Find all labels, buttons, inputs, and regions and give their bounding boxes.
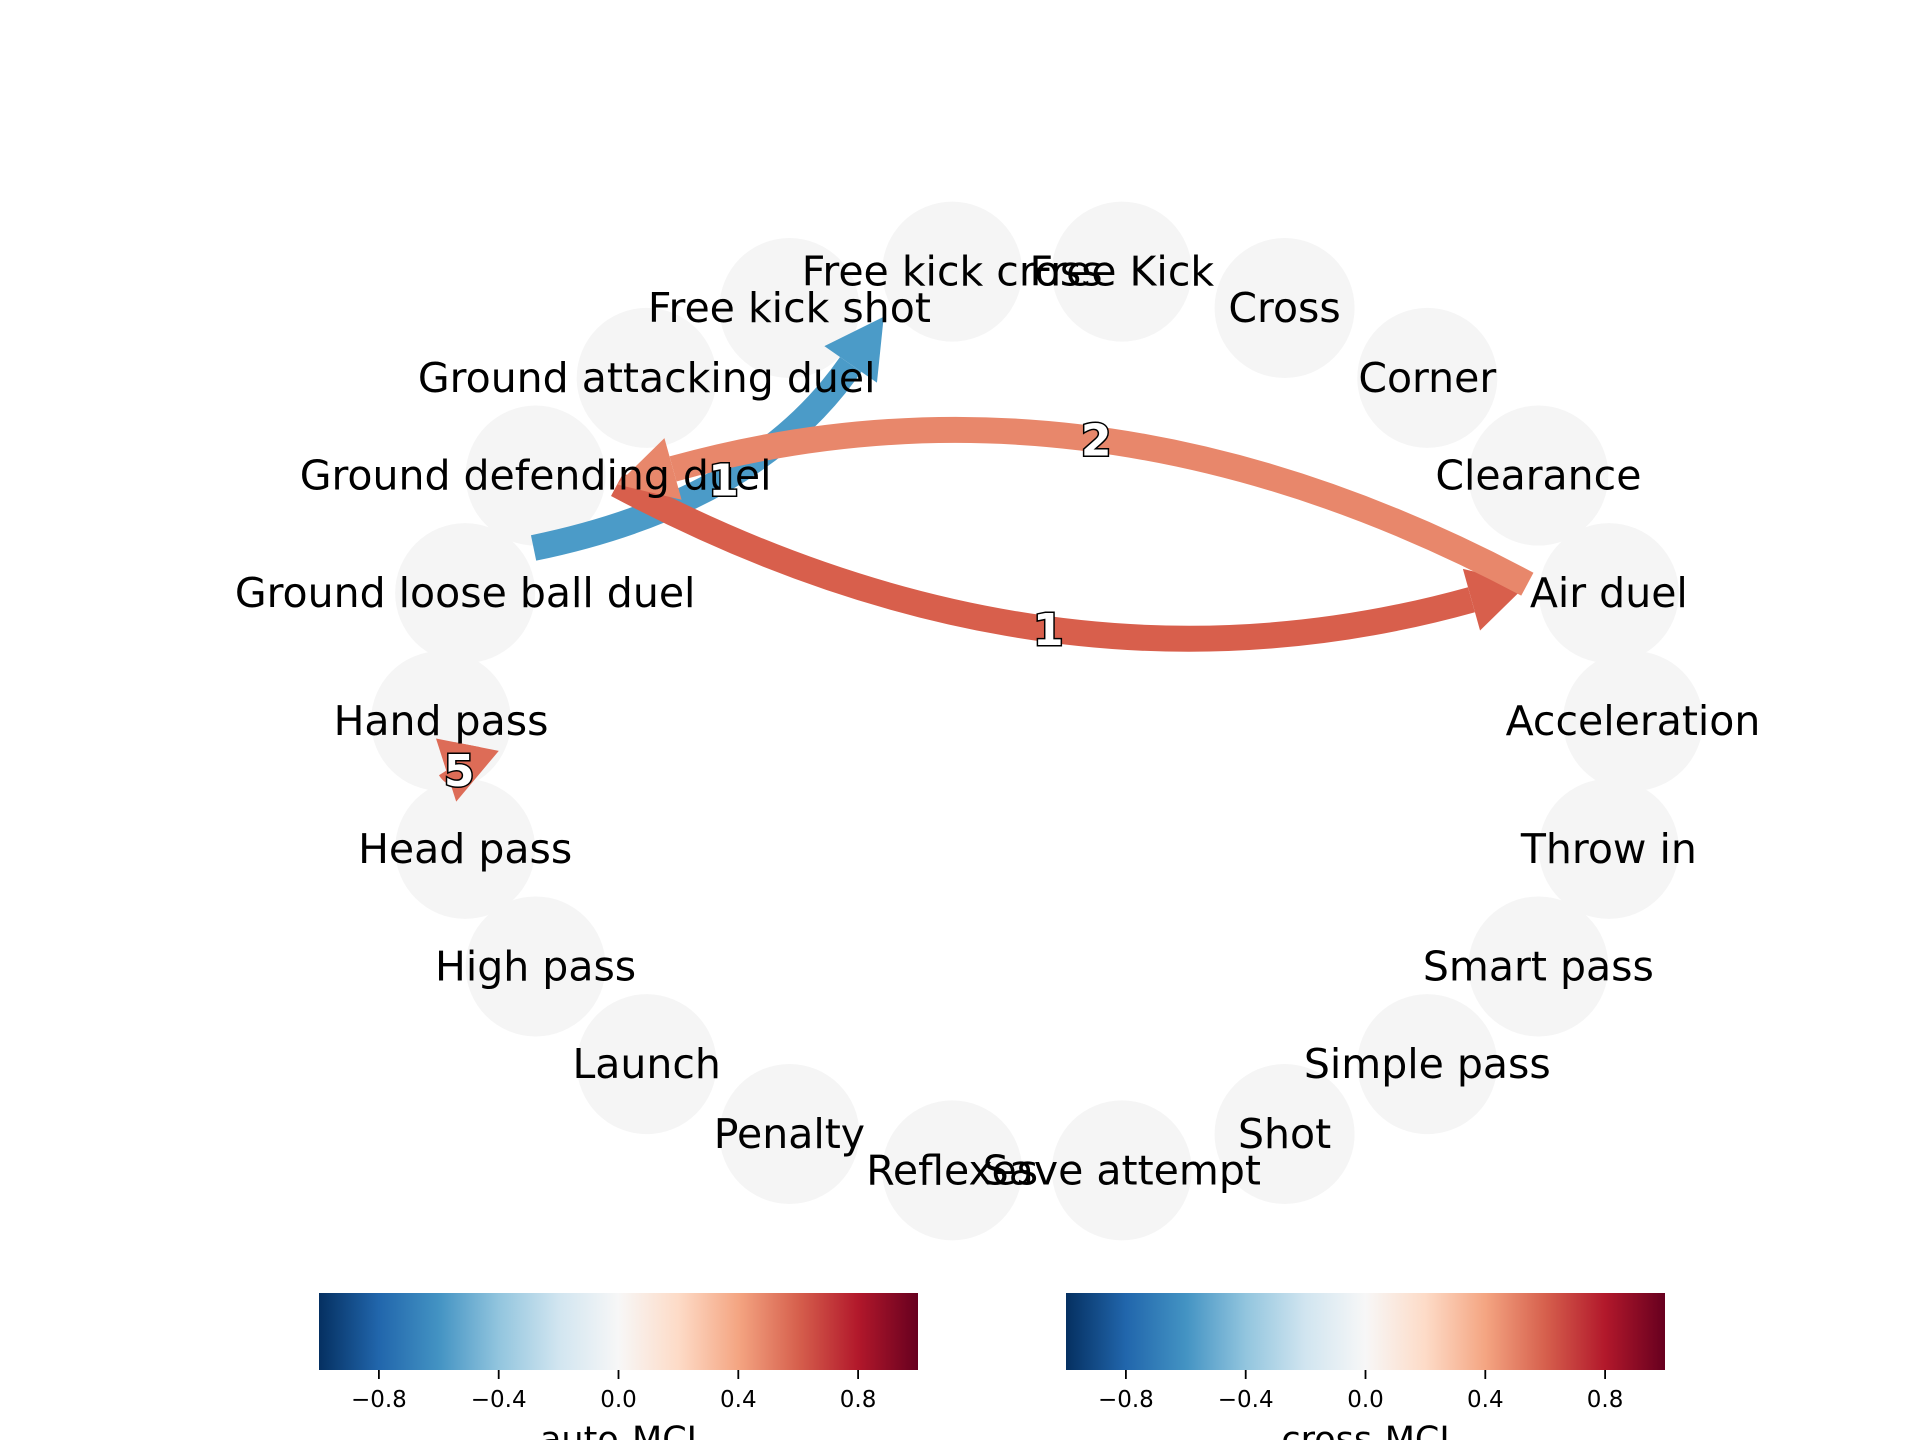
- edge-ground-loose-ball-duel-to-free-kick-cross: [530, 357, 862, 561]
- colorbar-auto-mci-title: auto-MCI: [540, 1420, 697, 1440]
- node-label-hand-pass: Hand pass: [334, 697, 549, 745]
- node-throw-in: [1538, 778, 1679, 919]
- node-reflexes: [882, 1100, 1023, 1241]
- edge-air-duel-to-ground-defending-duel: [669, 416, 1534, 596]
- node-label-free-kick-cross: Free kick cross: [802, 248, 1103, 296]
- node-smart-pass: [1468, 896, 1609, 1037]
- colorbar-auto-mci-tick-label: 0.8: [840, 1387, 877, 1413]
- edge-head-pass-to-hand-pass-arrowhead: [435, 738, 499, 802]
- colorbar-cross-mci: [1066, 1293, 1665, 1370]
- node-label-launch: Launch: [572, 1040, 720, 1088]
- node-label-ground-attacking-duel: Ground attacking duel: [418, 354, 876, 402]
- colorbar-cross-mci-tick-label: 0.0: [1347, 1387, 1384, 1413]
- node-free-kick-shot: [719, 238, 860, 379]
- colorbar-cross-mci-tick-label: 0.8: [1587, 1387, 1624, 1413]
- node-free-kick-cross: [882, 201, 1023, 342]
- node-label-free-kick: Free Kick: [1030, 248, 1215, 296]
- node-cross: [1214, 238, 1355, 379]
- colorbar-auto-mci-tick-label: 0.0: [600, 1387, 637, 1413]
- node-label-smart-pass: Smart pass: [1423, 942, 1654, 990]
- edge-air-duel-to-ground-defending-duel-arrowhead: [617, 438, 682, 500]
- node-head-pass: [395, 778, 536, 919]
- node-label-throw-in: Throw in: [1520, 825, 1697, 873]
- node-label-simple-pass: Simple pass: [1304, 1040, 1551, 1088]
- edge-air-duel-to-ground-defending-duel-label: 2: [1081, 415, 1112, 466]
- node-circles: [371, 201, 1703, 1241]
- colorbar-cross-mci-title: cross-MCI: [1281, 1420, 1449, 1440]
- edge-ground-loose-ball-duel-to-free-kick-cross-arrowhead: [824, 316, 884, 383]
- node-launch: [576, 994, 717, 1135]
- node-label-corner: Corner: [1358, 354, 1496, 402]
- node-label-acceleration: Acceleration: [1506, 697, 1761, 745]
- node-label-cross: Cross: [1228, 284, 1340, 332]
- node-label-reflexes: Reflexes: [866, 1146, 1038, 1194]
- node-label-save-attempt: Save attempt: [983, 1146, 1261, 1194]
- node-clearance: [1468, 405, 1609, 546]
- node-label-head-pass: Head pass: [358, 825, 572, 873]
- node-label-shot: Shot: [1238, 1110, 1331, 1158]
- node-label-clearance: Clearance: [1435, 452, 1641, 500]
- node-acceleration: [1563, 651, 1703, 791]
- edge-ground-defending-duel-to-air-duel-label: 1: [1033, 605, 1064, 656]
- colorbars: −0.8 −0.4 0.0 0.4 0.8 auto-MCI −0.8 −0.4 0.0 0.4 0…: [319, 1293, 1665, 1440]
- node-air-duel: [1538, 523, 1679, 664]
- node-ground-attacking-duel: [576, 307, 717, 448]
- node-corner: [1357, 307, 1498, 448]
- node-ground-defending-duel: [465, 405, 606, 546]
- node-shot: [1214, 1063, 1355, 1204]
- colorbar-auto-mci-tick-label: −0.8: [351, 1387, 407, 1413]
- node-label-air-duel: Air duel: [1530, 569, 1688, 617]
- edges: [435, 316, 1534, 802]
- node-label-ground-loose-ball-duel: Ground loose ball duel: [235, 569, 696, 617]
- edge-head-pass-to-hand-pass-label: 5: [444, 746, 475, 797]
- edge-ground-defending-duel-to-air-duel: [611, 473, 1475, 652]
- colorbar-cross-mci-tick-label: −0.4: [1218, 1387, 1274, 1413]
- node-save-attempt: [1051, 1100, 1192, 1241]
- node-penalty: [719, 1063, 860, 1204]
- colorbar-cross-mci-tick-label: −0.8: [1098, 1387, 1154, 1413]
- node-label-penalty: Penalty: [714, 1110, 865, 1158]
- node-ground-loose-ball-duel: [395, 523, 536, 664]
- node-free-kick: [1051, 201, 1192, 342]
- node-high-pass: [465, 896, 606, 1037]
- colorbar-cross-mci-tick-label: 0.4: [1467, 1387, 1504, 1413]
- colorbar-auto-mci-tick-label: −0.4: [471, 1387, 527, 1413]
- edge-ground-loose-ball-duel-to-free-kick-cross-label: 1: [708, 455, 739, 506]
- colorbar-auto-mci: [319, 1293, 918, 1370]
- node-label-ground-defending-duel: Ground defending duel: [300, 452, 772, 500]
- edge-labels: 1 1 2 5: [442, 414, 1113, 799]
- node-label-free-kick-shot: Free kick shot: [648, 284, 931, 332]
- node-simple-pass: [1357, 994, 1498, 1135]
- colorbar-auto-mci-tick-label: 0.4: [720, 1387, 757, 1413]
- node-label-high-pass: High pass: [435, 942, 636, 990]
- node-labels: Free Kick Cross Corner Clearance Air duel Acc…: [235, 248, 1761, 1195]
